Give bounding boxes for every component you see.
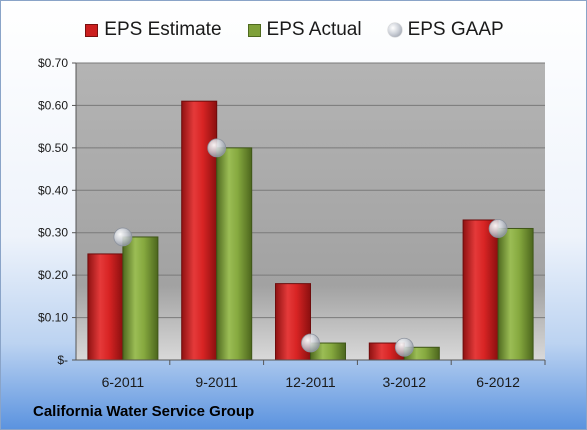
- y-tick-label: $0.50: [38, 141, 68, 155]
- chart-legend: EPS Estimate EPS Actual EPS GAAP: [1, 15, 586, 45]
- company-name: California Water Service Group: [33, 403, 255, 420]
- marker-eps-gaap: [301, 333, 320, 353]
- y-tick-label: $0.40: [38, 183, 68, 197]
- x-tick-label: 6-2011: [102, 374, 145, 390]
- legend-label-estimate: EPS Estimate: [104, 19, 222, 40]
- x-tick-label: 12-2011: [285, 374, 336, 390]
- y-tick-label: $0.10: [38, 311, 68, 325]
- y-tick-label: $0.20: [38, 268, 68, 282]
- legend-item-actual: EPS Actual: [247, 19, 362, 41]
- marker-eps-gaap: [207, 138, 227, 158]
- legend-swatch-actual: [247, 23, 261, 37]
- bar-eps-estimate: [462, 219, 499, 361]
- bar-eps-actual: [216, 147, 253, 361]
- x-tick-label: 6-2012: [476, 374, 520, 390]
- legend-label-actual: EPS Actual: [266, 19, 362, 40]
- legend-swatch-gaap: [387, 23, 402, 37]
- legend-swatch-estimate: [85, 23, 99, 37]
- bar-eps-estimate: [87, 253, 124, 361]
- y-tick-label: $0.30: [38, 226, 68, 240]
- y-tick-label: $-: [57, 353, 68, 367]
- marker-eps-gaap: [113, 227, 133, 247]
- y-tick-label: $0.60: [38, 98, 68, 112]
- gaap-markers: [113, 138, 508, 357]
- marker-eps-gaap: [394, 337, 414, 357]
- y-axis: $- $0.10 $0.20 $0.30 $0.40 $0.50 $0.60 $0.70: [38, 56, 77, 367]
- bar-eps-actual: [122, 236, 159, 361]
- bars: [87, 100, 534, 361]
- bar-eps-estimate: [181, 100, 218, 361]
- bar-eps-actual: [497, 227, 534, 361]
- x-tick-label: 9-2011: [195, 374, 238, 390]
- legend-item-gaap: EPS GAAP: [387, 19, 504, 41]
- legend-label-gaap: EPS GAAP: [407, 19, 504, 40]
- x-axis: 6-2011 9-2011 12-2011 3-2012 6-2012: [76, 359, 546, 390]
- marker-eps-gaap: [488, 219, 508, 238]
- y-tick-label: $0.70: [38, 56, 68, 70]
- legend-item-estimate: EPS Estimate: [85, 19, 222, 41]
- x-tick-label: 3-2012: [383, 374, 427, 390]
